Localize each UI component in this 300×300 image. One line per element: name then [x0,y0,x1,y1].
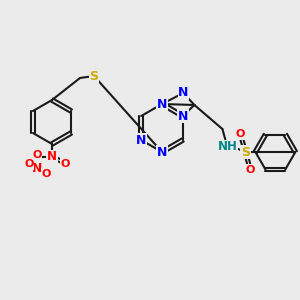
Text: O: O [60,159,70,169]
Text: N: N [47,151,57,164]
Text: O: O [32,150,42,160]
Text: N: N [178,110,188,122]
Text: N: N [178,86,189,100]
Text: N: N [136,134,146,146]
Text: O: O [41,169,51,179]
Text: S: S [241,146,250,158]
Text: O: O [24,159,34,169]
Text: O: O [236,129,245,139]
Text: N: N [157,98,167,110]
Text: N: N [157,146,167,158]
Text: N: N [32,163,42,176]
Text: O: O [246,165,255,175]
Text: NH: NH [218,140,237,154]
Text: S: S [89,70,98,83]
